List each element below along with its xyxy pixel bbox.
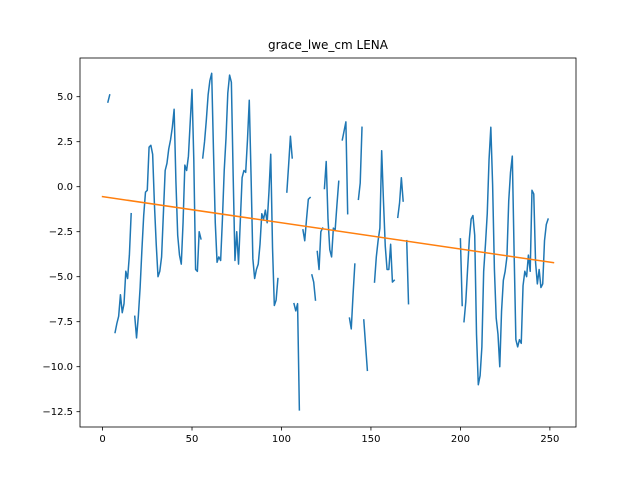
y-tick-label: −12.5 — [42, 407, 73, 418]
series-0-line-segment-17 — [459, 238, 463, 307]
series-0-line-segment-14 — [373, 149, 396, 283]
y-tick-label: 0.0 — [57, 182, 73, 193]
series-0-line-segment-18 — [463, 126, 550, 386]
series-0-line-segment-2 — [133, 88, 202, 339]
series-0-line-segment-9 — [323, 160, 340, 258]
plot-frame — [79, 57, 577, 428]
chart-title: grace_lwe_cm LENA — [268, 38, 389, 52]
y-tick-label: −10.0 — [42, 362, 73, 373]
y-tick-label: −2.5 — [49, 227, 73, 238]
x-tick-label: 50 — [186, 434, 199, 445]
series-0-line-segment-10 — [341, 121, 349, 215]
series-0-line-segment-5 — [293, 302, 301, 411]
series-0-line-segment-4 — [286, 135, 294, 193]
series-0-line-segment-6 — [302, 196, 312, 242]
series-0-line-segment-15 — [396, 176, 404, 219]
series-0-line-segment-3 — [201, 72, 279, 307]
y-tick-label: −7.5 — [49, 317, 73, 328]
series-0-line-segment-1 — [114, 212, 132, 334]
y-tick-label: 5.0 — [57, 92, 73, 103]
y-tick-label: −5.0 — [49, 272, 73, 283]
series-0-line-segment-8 — [316, 227, 324, 271]
x-tick-label: 0 — [99, 434, 105, 445]
series-1-line-segment-0 — [101, 195, 555, 264]
x-tick-label: 200 — [451, 434, 470, 445]
series-layer — [101, 72, 555, 411]
y-tick-label: 2.5 — [57, 137, 73, 148]
axes-layer: 0 50 100 150 200 250 5.0 2.5 0.0 −2.5 −5.0 −7.5 −10.… — [42, 57, 577, 445]
x-tick-label: 250 — [540, 434, 559, 445]
x-tick-label: 150 — [361, 434, 380, 445]
series-0-line-segment-0 — [107, 93, 111, 104]
series-0-line-segment-11 — [348, 263, 356, 330]
series-0-line-segment-7 — [310, 273, 317, 301]
series-0-line-segment-12 — [357, 126, 363, 201]
series-0-line-segment-16 — [405, 239, 410, 305]
series-0-line-segment-13 — [362, 319, 369, 372]
x-tick-label: 100 — [272, 434, 291, 445]
